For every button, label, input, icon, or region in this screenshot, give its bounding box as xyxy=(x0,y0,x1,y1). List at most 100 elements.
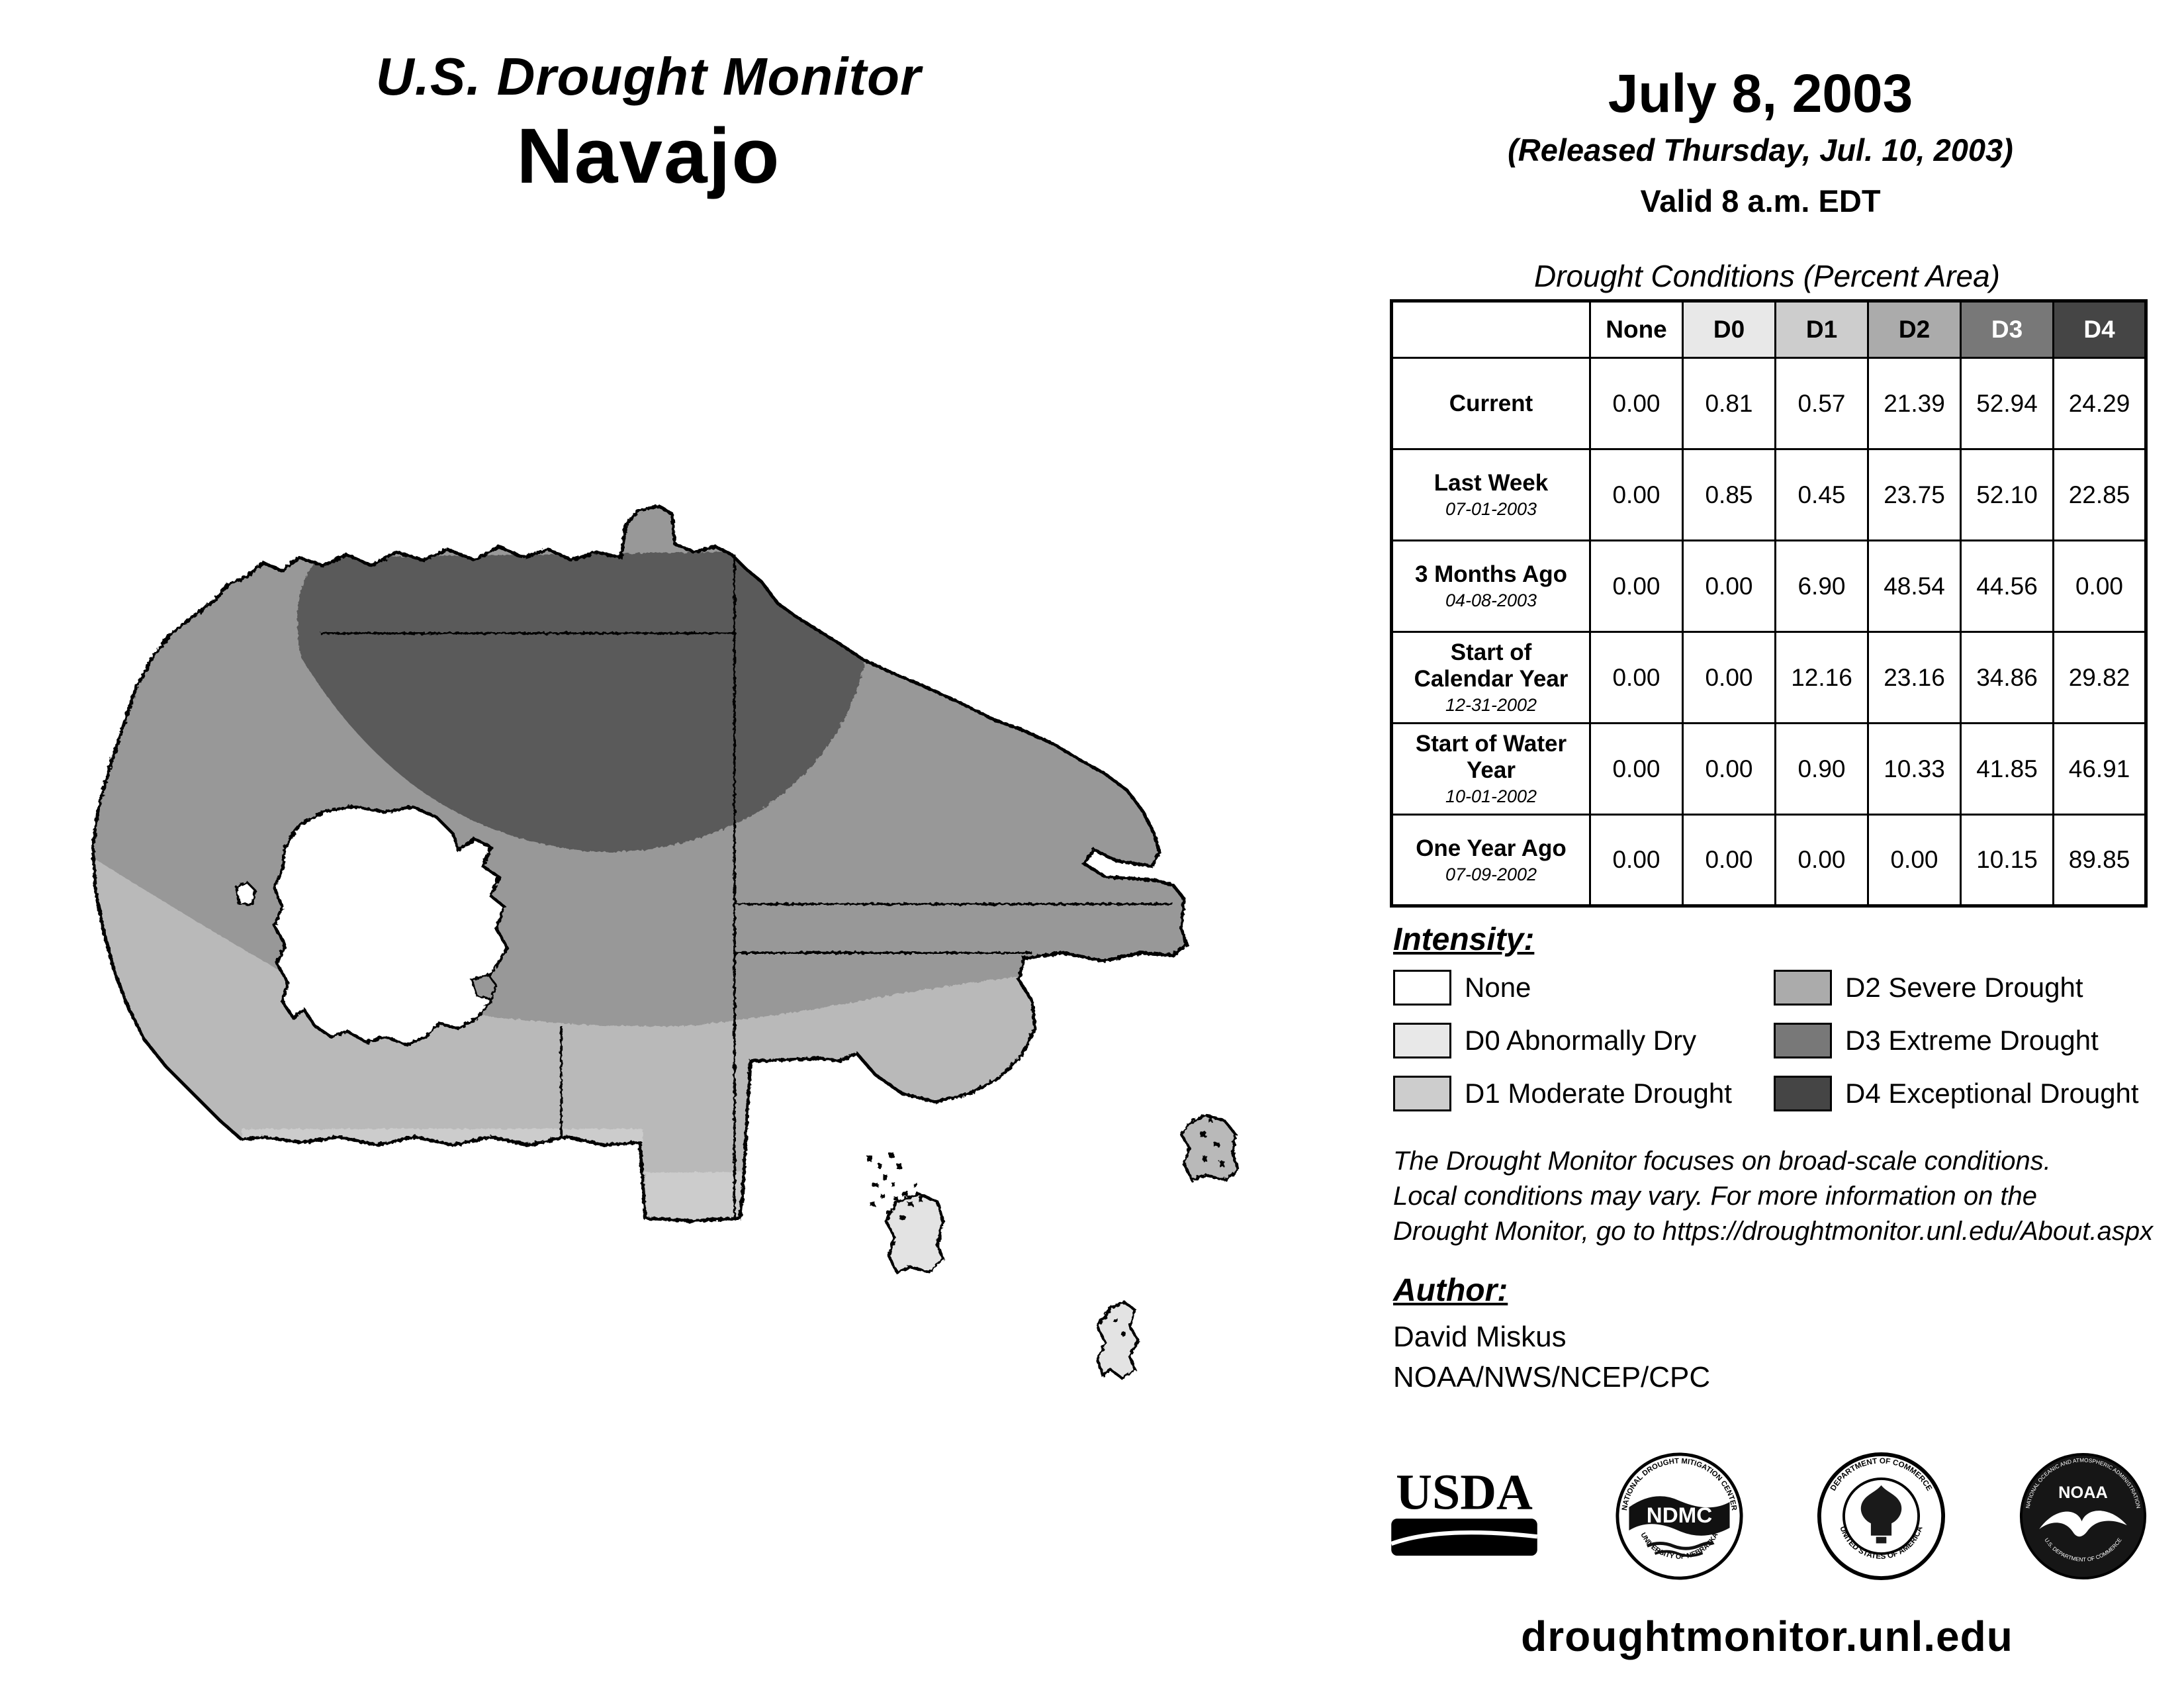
col-header-d0: D0 xyxy=(1682,300,1776,359)
cell-value: 10.33 xyxy=(1867,722,1962,816)
cell-value: 0.00 xyxy=(1682,722,1776,816)
cell-value: 12.16 xyxy=(1774,631,1869,724)
legend-swatch-none xyxy=(1393,970,1451,1006)
cell-value: 0.00 xyxy=(1589,448,1684,541)
legend-label: D4 Exceptional Drought xyxy=(1845,1078,2139,1109)
legend-label: D1 Moderate Drought xyxy=(1465,1078,1732,1109)
cell-value: 23.75 xyxy=(1867,448,1962,541)
cell-value: 89.85 xyxy=(2052,814,2147,907)
satellite-area-alamo xyxy=(1179,1113,1240,1182)
map-region-d1-column xyxy=(645,1172,743,1221)
legend-item-none: None xyxy=(1393,970,1774,1006)
table-header-row: None D0 D1 D2 D3 D4 xyxy=(1391,300,2147,359)
row-label-date: 10-01-2002 xyxy=(1445,786,1537,806)
legend-item-d2: D2 Severe Drought xyxy=(1774,970,2174,1006)
row-label-date: 07-01-2003 xyxy=(1445,499,1537,519)
col-header-none: None xyxy=(1589,300,1684,359)
cell-value: 0.00 xyxy=(1589,539,1684,633)
date-block: July 8, 2003 (Released Thursday, Jul. 10… xyxy=(1377,63,2144,219)
table-row: One Year Ago 07-09-2002 0.00 0.00 0.00 0.… xyxy=(1390,814,2147,907)
navajo-map-svg xyxy=(91,504,1240,1380)
cell-value: 0.00 xyxy=(2052,539,2147,633)
table-corner-cell xyxy=(1391,301,1590,358)
table-row: 3 Months Ago 04-08-2003 0.00 0.00 6.90 48… xyxy=(1390,539,2147,633)
usda-logo: USDA xyxy=(1390,1464,1538,1556)
cell-value: 23.16 xyxy=(1867,631,1962,724)
footer-url: droughtmonitor.unl.edu xyxy=(1521,1613,2013,1660)
drought-map xyxy=(85,498,1276,1446)
legend-swatch-d4 xyxy=(1774,1076,1832,1111)
ndmc-logo: NATIONAL DROUGHT MITIGATION CENTER UNIVE… xyxy=(1615,1452,1743,1580)
legend-item-d3: D3 Extreme Drought xyxy=(1774,1023,2174,1058)
cell-value: 0.00 xyxy=(1589,722,1684,816)
col-header-d2: D2 xyxy=(1867,300,1962,359)
noaa-logo: NATIONAL OCEANIC AND ATMOSPHERIC ADMINIS… xyxy=(2019,1452,2147,1579)
table-row: Start of Calendar Year 12-31-2002 0.00 0.… xyxy=(1390,631,2147,724)
col-header-d3: D3 xyxy=(1960,300,2054,359)
row-label-text: One Year Ago xyxy=(1416,835,1567,861)
disclaimer-line: Drought Monitor, go to https://droughtmo… xyxy=(1393,1216,2154,1246)
cell-value: 52.10 xyxy=(1960,448,2054,541)
map-outline xyxy=(91,504,1189,1223)
legend-item-d0: D0 Abnormally Dry xyxy=(1393,1023,1774,1058)
cell-value: 0.85 xyxy=(1682,448,1776,541)
cell-value: 0.45 xyxy=(1774,448,1869,541)
report-date: July 8, 2003 xyxy=(1608,64,1913,124)
table-title: Drought Conditions (Percent Area) xyxy=(1534,259,2000,293)
legend-swatch-d2 xyxy=(1774,970,1832,1006)
row-label-date: 04-08-2003 xyxy=(1445,590,1537,610)
map-region-d4 xyxy=(297,551,865,853)
table-row: Start of Water Year 10-01-2002 0.00 0.00 … xyxy=(1390,722,2147,816)
cell-value: 0.00 xyxy=(1682,631,1776,724)
row-label: 3 Months Ago 04-08-2003 xyxy=(1390,539,1591,633)
noaa-wordmark: NOAA xyxy=(2058,1483,2108,1502)
cell-value: 46.91 xyxy=(2052,722,2147,816)
hopi-cutout xyxy=(272,805,509,1047)
disclaimer: The Drought Monitor focuses on broad-sca… xyxy=(1393,1144,2174,1248)
cell-value: 0.00 xyxy=(1682,539,1776,633)
row-label-text: Start of Water Year xyxy=(1415,731,1567,783)
region-title: Navajo xyxy=(516,113,781,200)
satellite-area-tohajiilee xyxy=(1095,1300,1140,1380)
legend-swatch-d3 xyxy=(1774,1023,1832,1058)
cell-value: 41.85 xyxy=(1960,722,2054,816)
cell-value: 0.57 xyxy=(1774,357,1869,450)
col-header-d1: D1 xyxy=(1774,300,1869,359)
cell-value: 0.00 xyxy=(1867,814,1962,907)
row-label-text: Last Week xyxy=(1433,470,1549,496)
legend-label: D2 Severe Drought xyxy=(1845,972,2083,1003)
table-row: Last Week 07-01-2003 0.00 0.85 0.45 23.75… xyxy=(1390,448,2147,541)
row-label: Last Week 07-01-2003 xyxy=(1390,448,1591,541)
logo-row: USDA NATIONAL DROUGHT MITIGATION CENTER … xyxy=(1387,1446,2148,1585)
noaa-gull-emblem xyxy=(2039,1510,2127,1536)
col-header-d4: D4 xyxy=(2052,300,2147,359)
cell-value: 0.90 xyxy=(1774,722,1869,816)
cell-value: 29.82 xyxy=(2052,631,2147,724)
cell-value: 0.81 xyxy=(1682,357,1776,450)
legend-label: None xyxy=(1465,972,1531,1003)
intensity-legend: None D0 Abnormally Dry D1 Moderate Droug… xyxy=(1393,961,2174,1120)
ndmc-wordmark: NDMC xyxy=(1647,1503,1712,1528)
cell-value: 6.90 xyxy=(1774,539,1869,633)
author-heading: Author: xyxy=(1393,1273,1508,1308)
legend-swatch-d1 xyxy=(1393,1076,1451,1111)
cell-value: 21.39 xyxy=(1867,357,1962,450)
legend-label: D3 Extreme Drought xyxy=(1845,1025,2099,1056)
row-label-date: 07-09-2002 xyxy=(1445,864,1537,884)
disclaimer-line: Local conditions may vary. For more info… xyxy=(1393,1181,2038,1211)
map-internal-boundaries xyxy=(320,554,1173,1217)
legend-item-d1: D1 Moderate Drought xyxy=(1393,1076,1774,1111)
author-name: David Miskus xyxy=(1393,1321,1567,1353)
legend-label: D0 Abnormally Dry xyxy=(1465,1025,1697,1056)
author-org: NOAA/NWS/NCEP/CPC xyxy=(1393,1361,1711,1393)
checkerboard-speckles xyxy=(867,1117,1225,1336)
drought-conditions-table: None D0 D1 D2 D3 D4 Current 0.00 0.81 0.… xyxy=(1390,299,2148,908)
satellite-area-ramah xyxy=(884,1192,945,1274)
row-label: Start of Water Year 10-01-2002 xyxy=(1390,722,1591,816)
cell-value: 10.15 xyxy=(1960,814,2054,907)
cell-value: 0.00 xyxy=(1589,631,1684,724)
cell-value: 34.86 xyxy=(1960,631,2054,724)
table-row: Current 0.00 0.81 0.57 21.39 52.94 24.29 xyxy=(1390,357,2147,450)
cell-value: 22.85 xyxy=(2052,448,2147,541)
